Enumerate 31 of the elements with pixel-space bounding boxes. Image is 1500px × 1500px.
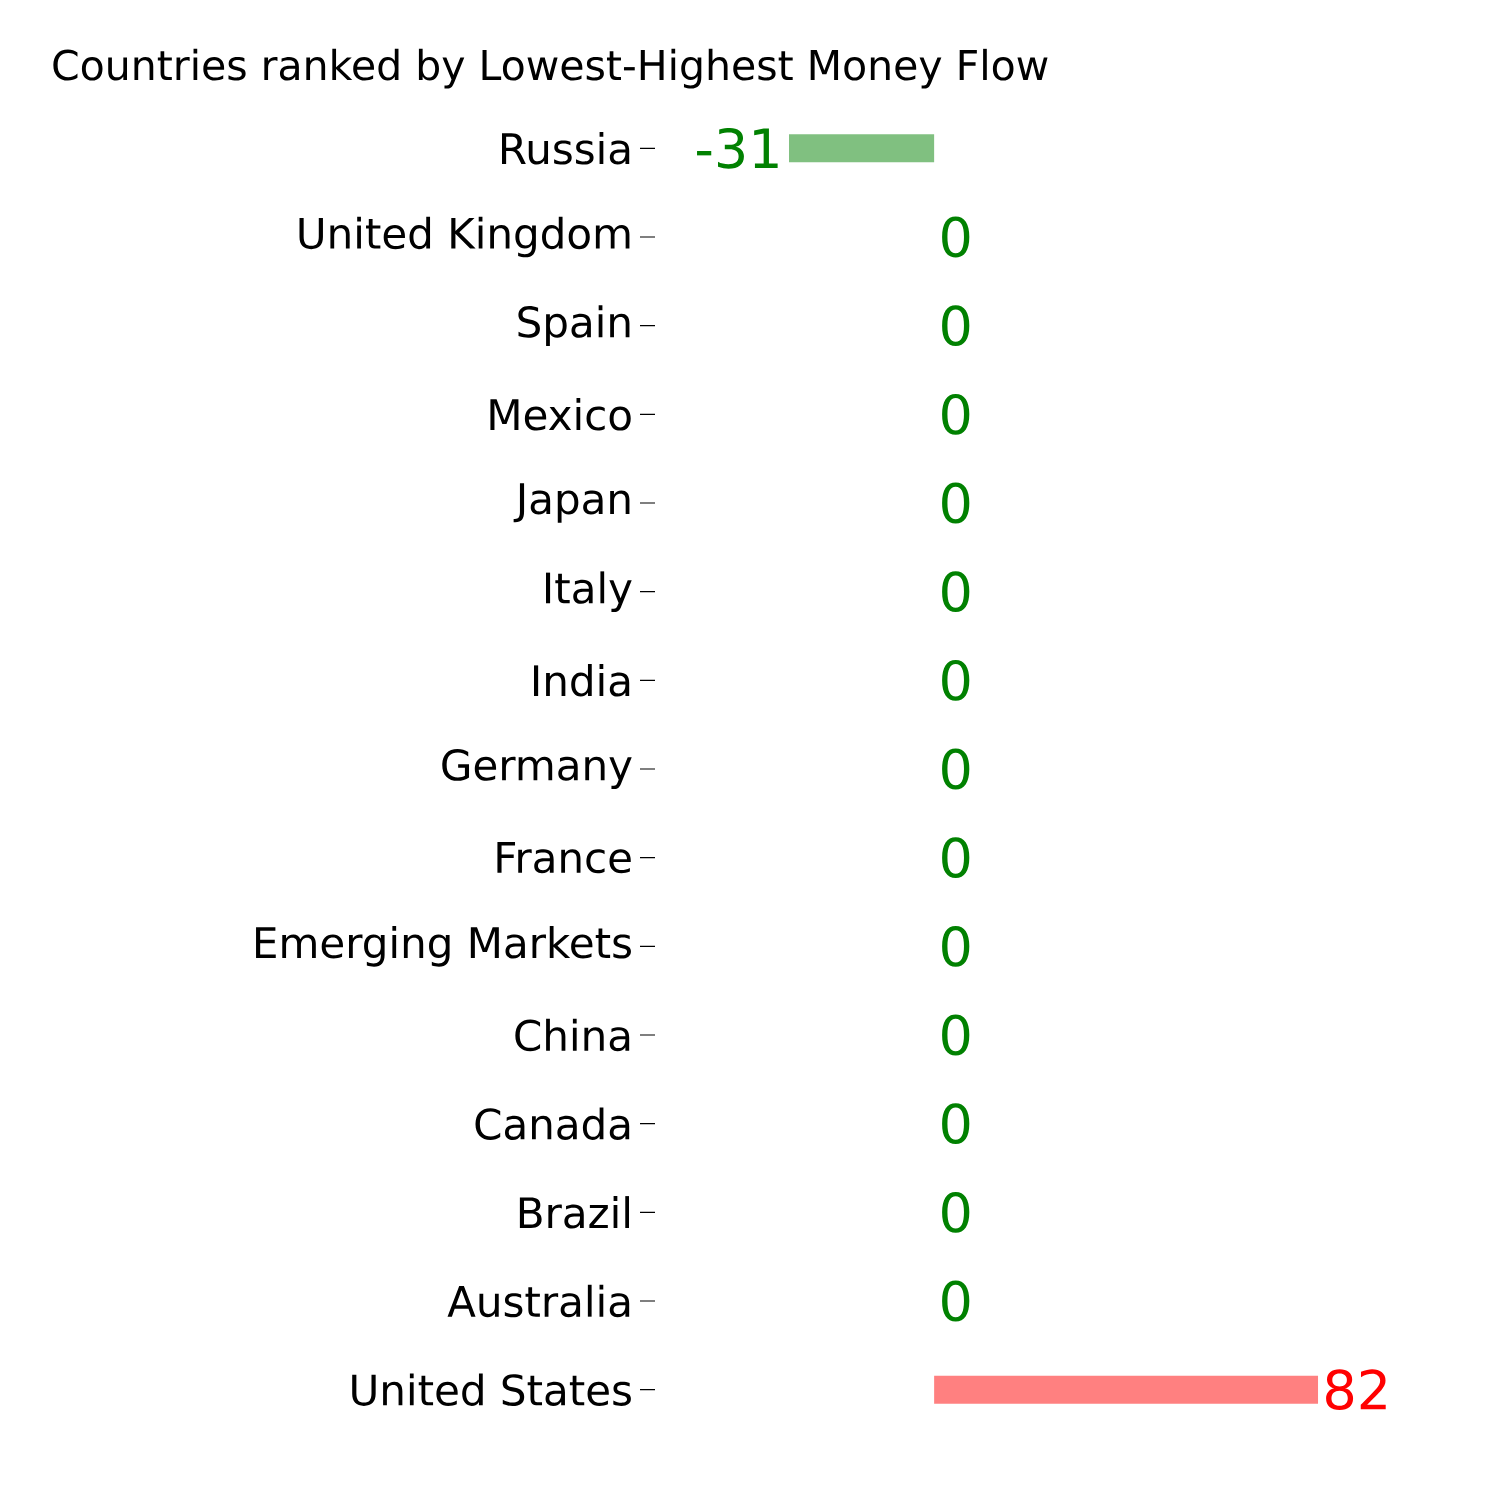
- y-tick-label: India: [534, 664, 630, 697]
- data-label: 0: [942, 571, 970, 613]
- y-tick-label: Canada: [475, 1107, 630, 1140]
- data-label: -31: [697, 127, 778, 169]
- y-tick-label: Russia: [502, 132, 630, 165]
- data-label: 0: [942, 837, 970, 879]
- y-tick-label: United States: [352, 1373, 631, 1406]
- chart-title: Countries ranked by Lowest-Highest Money Flow: [53, 48, 1048, 89]
- data-label: 82: [1326, 1369, 1386, 1411]
- data-label: 0: [942, 305, 970, 347]
- data-label: 0: [942, 659, 970, 701]
- y-tick-label: United Kingdom: [299, 216, 630, 258]
- data-label: 0: [942, 482, 970, 524]
- data-label: 0: [942, 1014, 970, 1056]
- y-tick-label: Brazil: [519, 1196, 630, 1229]
- data-label: 0: [942, 1280, 970, 1322]
- data-label: 0: [942, 925, 970, 967]
- data-label: 0: [942, 1103, 970, 1145]
- y-tick-label: Spain: [518, 305, 630, 347]
- y-tick-label: Italy: [545, 571, 632, 613]
- y-tick-label: Australia: [447, 1284, 630, 1318]
- data-label: 0: [942, 216, 970, 258]
- y-tick-label: China: [515, 1018, 630, 1052]
- y-tick-label: Japan: [513, 483, 630, 523]
- data-label: 0: [942, 748, 970, 790]
- data-label: 0: [942, 393, 970, 435]
- y-tick-label: France: [497, 842, 631, 874]
- y-tick-label: Emerging Markets: [256, 926, 631, 967]
- y-tick-label: Mexico: [490, 398, 631, 431]
- y-tick-label: Germany: [442, 749, 632, 789]
- data-label: 0: [942, 1191, 970, 1233]
